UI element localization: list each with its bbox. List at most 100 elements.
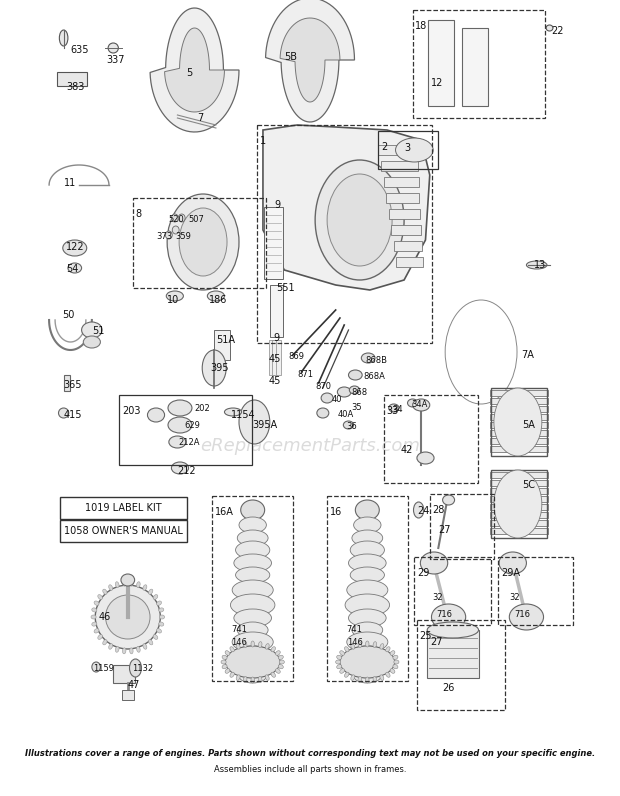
Text: 337: 337	[107, 55, 125, 65]
Ellipse shape	[546, 25, 553, 31]
Ellipse shape	[83, 336, 100, 348]
Bar	[490, 422, 548, 428]
Ellipse shape	[348, 370, 362, 380]
Ellipse shape	[92, 608, 97, 612]
Ellipse shape	[361, 353, 375, 363]
Ellipse shape	[222, 665, 227, 669]
Ellipse shape	[108, 644, 113, 650]
Ellipse shape	[143, 644, 147, 650]
Text: 27: 27	[438, 525, 451, 535]
Ellipse shape	[494, 470, 542, 538]
Ellipse shape	[348, 646, 386, 664]
Bar	[389, 209, 420, 219]
Text: 10: 10	[167, 295, 179, 305]
Text: 32: 32	[509, 593, 520, 602]
Text: 36: 36	[346, 422, 356, 431]
Ellipse shape	[414, 502, 424, 518]
Ellipse shape	[153, 595, 157, 599]
Ellipse shape	[159, 615, 164, 619]
Text: 212A: 212A	[179, 438, 200, 447]
Ellipse shape	[98, 634, 102, 639]
Text: 146: 146	[231, 638, 247, 647]
Ellipse shape	[237, 622, 268, 638]
Ellipse shape	[389, 404, 399, 412]
Text: 2: 2	[381, 142, 388, 152]
Text: 45: 45	[269, 376, 281, 386]
Ellipse shape	[343, 421, 353, 429]
Bar	[384, 177, 418, 187]
Ellipse shape	[234, 609, 272, 627]
Text: 47: 47	[128, 680, 140, 690]
Ellipse shape	[130, 580, 133, 586]
Bar	[378, 145, 417, 155]
Ellipse shape	[358, 642, 361, 648]
Bar	[384, 395, 477, 483]
Text: 40A: 40A	[337, 410, 353, 419]
Ellipse shape	[239, 400, 270, 444]
Ellipse shape	[82, 322, 102, 338]
Ellipse shape	[236, 644, 240, 650]
Ellipse shape	[317, 408, 329, 418]
Ellipse shape	[340, 669, 345, 673]
Ellipse shape	[149, 589, 153, 595]
Ellipse shape	[340, 646, 395, 678]
Bar	[57, 72, 87, 86]
Text: 32: 32	[432, 593, 443, 602]
Bar	[257, 125, 432, 343]
Ellipse shape	[251, 677, 254, 683]
Bar	[490, 504, 548, 510]
Text: 383: 383	[66, 82, 84, 92]
Ellipse shape	[271, 646, 275, 652]
Ellipse shape	[179, 208, 227, 276]
Ellipse shape	[115, 582, 119, 587]
Ellipse shape	[386, 672, 390, 677]
Text: 25: 25	[420, 631, 432, 641]
Text: 741: 741	[231, 625, 247, 634]
Bar	[413, 10, 545, 118]
Ellipse shape	[390, 669, 395, 673]
Text: 415: 415	[64, 410, 82, 420]
Bar	[463, 28, 488, 106]
Text: 13: 13	[534, 260, 546, 270]
Ellipse shape	[221, 660, 226, 664]
Ellipse shape	[347, 632, 388, 652]
Ellipse shape	[373, 677, 376, 682]
Ellipse shape	[393, 665, 398, 669]
Text: 365: 365	[64, 380, 82, 390]
Bar	[381, 161, 418, 171]
Ellipse shape	[91, 615, 96, 619]
Text: 868B: 868B	[366, 356, 388, 365]
Bar	[490, 414, 548, 420]
Ellipse shape	[340, 650, 345, 655]
Ellipse shape	[315, 160, 404, 280]
Bar	[430, 494, 494, 559]
Ellipse shape	[236, 567, 270, 583]
Text: 50: 50	[62, 310, 74, 320]
Ellipse shape	[92, 622, 97, 626]
Ellipse shape	[171, 214, 179, 222]
Ellipse shape	[244, 642, 247, 648]
Bar	[386, 193, 420, 203]
Bar	[490, 398, 548, 404]
Text: 1159: 1159	[94, 664, 115, 673]
Ellipse shape	[234, 554, 272, 572]
Bar	[490, 430, 548, 436]
Ellipse shape	[351, 644, 355, 650]
Bar	[214, 330, 229, 360]
Text: 28: 28	[432, 505, 445, 515]
Ellipse shape	[123, 648, 126, 654]
Ellipse shape	[159, 608, 164, 612]
Bar	[490, 472, 548, 478]
Ellipse shape	[526, 261, 547, 269]
Ellipse shape	[335, 660, 341, 664]
Ellipse shape	[136, 646, 140, 652]
Text: 9: 9	[274, 200, 280, 210]
Ellipse shape	[167, 194, 239, 290]
Bar	[119, 395, 252, 465]
Ellipse shape	[171, 462, 188, 474]
Ellipse shape	[417, 452, 434, 464]
Text: 716: 716	[436, 610, 453, 619]
Text: 395: 395	[211, 363, 229, 373]
Ellipse shape	[265, 644, 269, 650]
Ellipse shape	[420, 552, 448, 574]
